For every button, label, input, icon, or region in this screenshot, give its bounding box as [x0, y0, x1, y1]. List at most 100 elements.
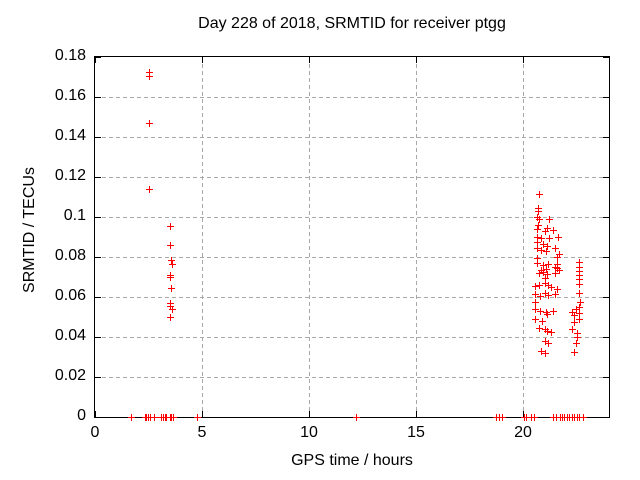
data-point-marker: [569, 326, 576, 333]
data-point-marker: [543, 248, 550, 255]
x-tick-mark: [202, 57, 203, 63]
data-point-marker: [554, 265, 561, 272]
data-point-marker: [545, 261, 552, 268]
y-tick-mark: [95, 137, 101, 138]
data-point-marker: [167, 303, 174, 310]
x-tick-mark: [309, 411, 310, 417]
y-gridline: [95, 377, 609, 378]
y-gridline: [95, 217, 609, 218]
y-tick-label: 0: [77, 407, 86, 424]
data-point-marker: [536, 282, 543, 289]
data-point-marker: [576, 259, 583, 266]
data-point-marker: [544, 271, 551, 278]
data-point-marker: [534, 245, 541, 252]
data-point-marker: [545, 282, 552, 289]
x-gridline: [309, 57, 310, 417]
data-point-marker: [569, 309, 576, 316]
data-point-marker: [537, 293, 544, 300]
chart-title: Day 228 of 2018, SRMTID for receiver ptg…: [198, 15, 506, 32]
data-point-marker: [532, 299, 539, 306]
x-tick-mark: [309, 57, 310, 63]
data-point-marker: [576, 304, 583, 311]
data-point-marker: [540, 269, 547, 276]
y-tick-label: 0.1: [63, 207, 86, 224]
x-gridline: [416, 57, 417, 417]
data-point-marker: [531, 414, 538, 421]
data-point-marker: [542, 326, 549, 333]
data-point-marker: [544, 225, 551, 232]
data-point-marker: [536, 270, 543, 277]
data-point-marker: [573, 306, 580, 313]
data-point-marker: [576, 316, 583, 323]
data-point-marker: [573, 340, 580, 347]
data-point-marker: [542, 275, 549, 282]
data-point-marker: [147, 414, 154, 421]
x-tick-label: 15: [407, 424, 425, 441]
data-point-marker: [538, 247, 545, 254]
data-point-marker: [576, 276, 583, 283]
y-tick-mark: [95, 297, 101, 298]
data-point-marker: [554, 254, 561, 261]
data-point-marker: [542, 228, 549, 235]
data-point-marker: [576, 310, 583, 317]
data-point-marker: [576, 414, 583, 421]
data-point-marker: [556, 251, 563, 258]
y-tick-mark: [603, 97, 609, 98]
data-point-marker: [163, 414, 170, 421]
y-gridline: [95, 177, 609, 178]
y-tick-mark: [603, 417, 609, 418]
data-point-marker: [576, 290, 583, 297]
x-gridline: [523, 57, 524, 417]
y-gridline: [95, 297, 609, 298]
data-point-marker: [545, 340, 552, 347]
data-point-marker: [169, 306, 176, 313]
data-point-marker: [555, 234, 562, 241]
data-point-marker: [540, 241, 547, 248]
y-tick-mark: [95, 377, 101, 378]
y-tick-mark: [95, 337, 101, 338]
data-point-marker: [576, 272, 583, 279]
data-point-marker: [167, 223, 174, 230]
data-point-marker: [571, 349, 578, 356]
data-point-marker: [151, 414, 158, 421]
data-point-marker: [552, 270, 559, 277]
data-point-marker: [550, 308, 557, 315]
data-point-marker: [553, 414, 560, 421]
data-point-marker: [534, 214, 541, 221]
data-point-marker: [574, 334, 581, 341]
data-point-marker: [146, 73, 153, 80]
y-tick-mark: [603, 377, 609, 378]
data-point-marker: [128, 414, 135, 421]
data-point-marker: [574, 330, 581, 337]
data-point-marker: [534, 255, 541, 262]
data-point-marker: [571, 312, 578, 319]
data-point-marker: [539, 318, 546, 325]
data-point-marker: [542, 280, 549, 287]
data-point-marker: [194, 414, 201, 421]
data-point-marker: [538, 348, 545, 355]
data-point-marker: [556, 267, 563, 274]
y-tick-mark: [603, 57, 609, 58]
data-point-marker: [535, 208, 542, 215]
y-gridline: [95, 137, 609, 138]
x-tick-mark: [416, 57, 417, 63]
plot-area: [94, 56, 610, 421]
data-point-marker: [540, 262, 547, 269]
x-tick-mark: [523, 57, 524, 63]
y-tick-label: 0.02: [54, 367, 86, 384]
data-point-marker: [546, 216, 553, 223]
y-tick-label: 0.12: [54, 167, 86, 184]
data-point-marker: [544, 243, 551, 250]
data-point-marker: [552, 291, 559, 298]
data-point-marker: [576, 268, 583, 275]
x-axis-label: GPS time / hours: [291, 452, 413, 469]
x-tick-label: 20: [514, 424, 532, 441]
data-point-marker: [543, 309, 550, 316]
y-tick-mark: [95, 417, 101, 418]
y-tick-mark: [603, 177, 609, 178]
y-tick-mark: [603, 337, 609, 338]
y-tick-label: 0.14: [54, 127, 86, 144]
data-point-marker: [544, 328, 551, 335]
data-point-marker: [146, 186, 153, 193]
